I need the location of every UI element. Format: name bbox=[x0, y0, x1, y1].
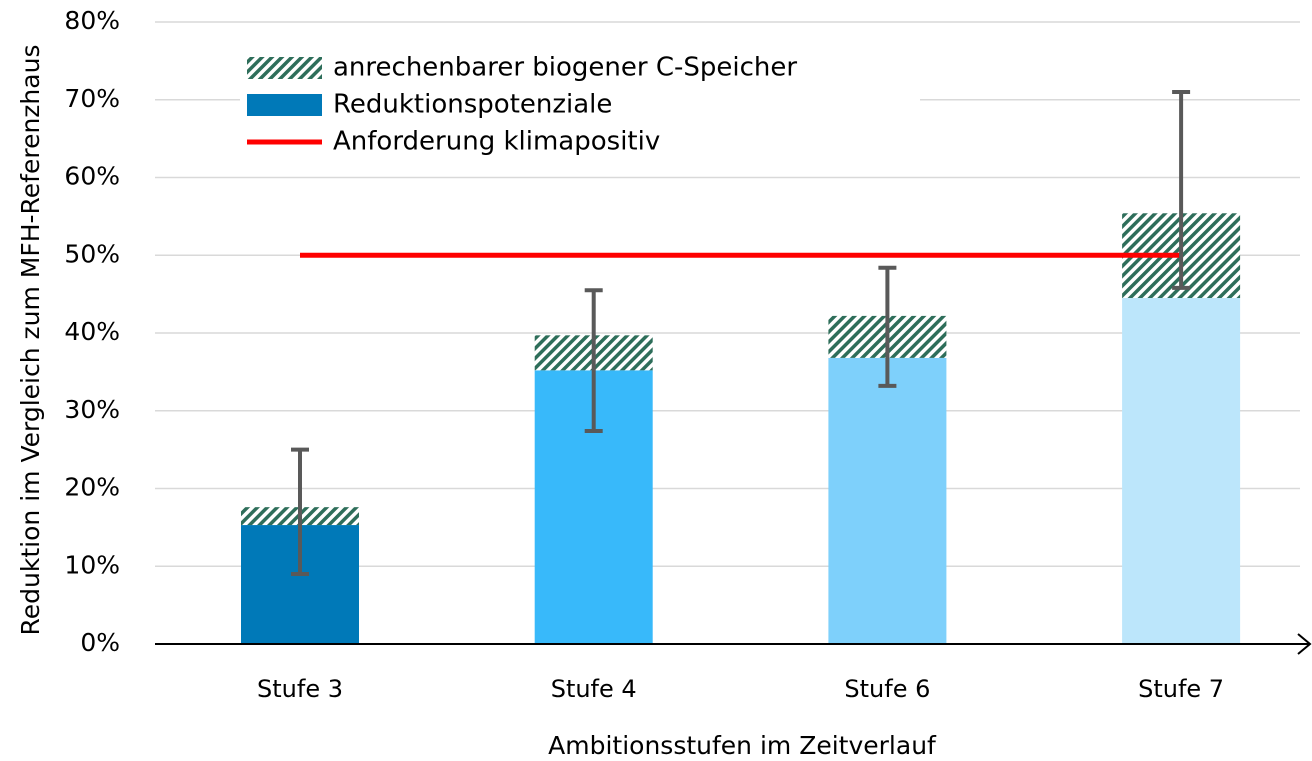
legend-box bbox=[240, 45, 920, 163]
bar-segment bbox=[828, 357, 947, 644]
y-tick-label: 70% bbox=[64, 84, 120, 113]
legend-label: Anforderung klimapositiv bbox=[333, 127, 660, 157]
x-tick-label: Stufe 7 bbox=[1138, 675, 1224, 703]
y-tick-label: 80% bbox=[64, 6, 120, 35]
y-tick-label: 50% bbox=[64, 239, 120, 268]
legend-label: anrechenbarer biogener C-Speicher bbox=[333, 53, 797, 83]
legend-label: Reduktionspotenziale bbox=[333, 90, 612, 120]
y-tick-label: 40% bbox=[64, 317, 120, 346]
x-tick-label: Stufe 6 bbox=[844, 675, 930, 703]
y-tick-label: 10% bbox=[64, 550, 120, 579]
y-tick-label: 0% bbox=[80, 628, 120, 657]
legend-swatch bbox=[247, 57, 322, 79]
x-tick-label: Stufe 4 bbox=[551, 675, 637, 703]
x-tick-label: Stufe 3 bbox=[257, 675, 343, 703]
x-axis-arrow bbox=[1297, 633, 1312, 655]
x-axis-label: Ambitionsstufen im Zeitverlauf bbox=[548, 731, 937, 760]
y-tick-label: 20% bbox=[64, 473, 120, 502]
y-tick-label: 60% bbox=[64, 162, 120, 191]
legend-swatch bbox=[247, 94, 322, 116]
bar-segment bbox=[1122, 298, 1241, 644]
y-tick-label: 30% bbox=[64, 395, 120, 424]
y-axis-label: Reduktion im Vergleich zum MFH-Referenzh… bbox=[16, 45, 45, 636]
